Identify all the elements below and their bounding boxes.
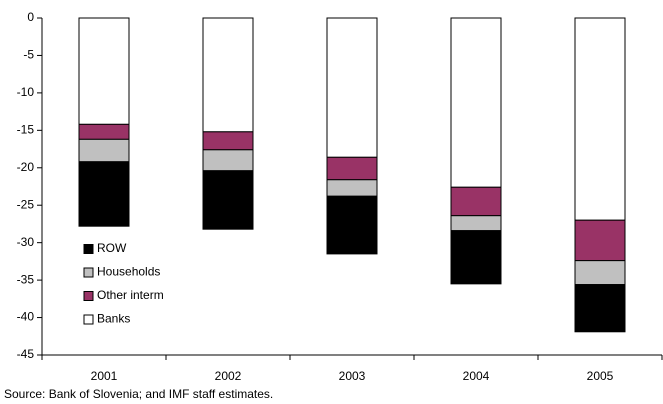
y-tick-label: -40 bbox=[17, 310, 35, 324]
bar-segment bbox=[202, 149, 254, 172]
bar-segment bbox=[450, 186, 502, 217]
bar-segment bbox=[574, 260, 626, 286]
bar-segment bbox=[326, 179, 378, 197]
bar-segment bbox=[78, 161, 130, 227]
bar-segment bbox=[202, 17, 254, 133]
x-tick-label: 2004 bbox=[463, 369, 490, 383]
legend-swatch bbox=[83, 244, 94, 254]
y-tick-label: -15 bbox=[17, 123, 35, 137]
y-tick-label: -25 bbox=[17, 197, 35, 211]
bar-segment bbox=[78, 17, 130, 125]
y-tick-label: -35 bbox=[17, 272, 35, 286]
legend-swatch bbox=[83, 267, 94, 278]
y-tick-label: 0 bbox=[27, 10, 34, 24]
legend-label: Banks bbox=[97, 312, 130, 326]
y-tick-label: -30 bbox=[17, 235, 35, 249]
legend-swatch bbox=[83, 314, 94, 325]
bar-segment bbox=[326, 195, 378, 255]
bar-segment bbox=[574, 17, 626, 221]
bar-segment bbox=[450, 215, 502, 232]
legend-swatch bbox=[83, 291, 94, 301]
legend-label: Households bbox=[97, 265, 160, 279]
bar-segment bbox=[202, 170, 254, 230]
y-tick-label: -10 bbox=[17, 85, 35, 99]
y-tick-label: -20 bbox=[17, 160, 35, 174]
bar-segment bbox=[450, 17, 502, 188]
legend-label: ROW bbox=[97, 241, 127, 255]
bar-segment bbox=[326, 156, 378, 181]
legend-label: Other interm bbox=[97, 288, 164, 302]
x-tick-label: 2001 bbox=[91, 369, 118, 383]
bar-segment bbox=[78, 123, 130, 140]
y-tick-label: -45 bbox=[17, 347, 35, 361]
bar-segment bbox=[202, 131, 254, 151]
bar-segment bbox=[574, 284, 626, 333]
source-note: Source: Bank of Slovenia; and IMF staff … bbox=[4, 387, 273, 401]
bar-segment bbox=[326, 17, 378, 158]
bar-segment bbox=[78, 138, 130, 163]
x-tick-label: 2005 bbox=[587, 369, 614, 383]
bar-segment bbox=[574, 219, 626, 262]
x-tick-label: 2002 bbox=[215, 369, 242, 383]
x-tick-label: 2003 bbox=[339, 369, 366, 383]
y-tick-label: -5 bbox=[23, 48, 34, 62]
bar-segment bbox=[450, 230, 502, 285]
